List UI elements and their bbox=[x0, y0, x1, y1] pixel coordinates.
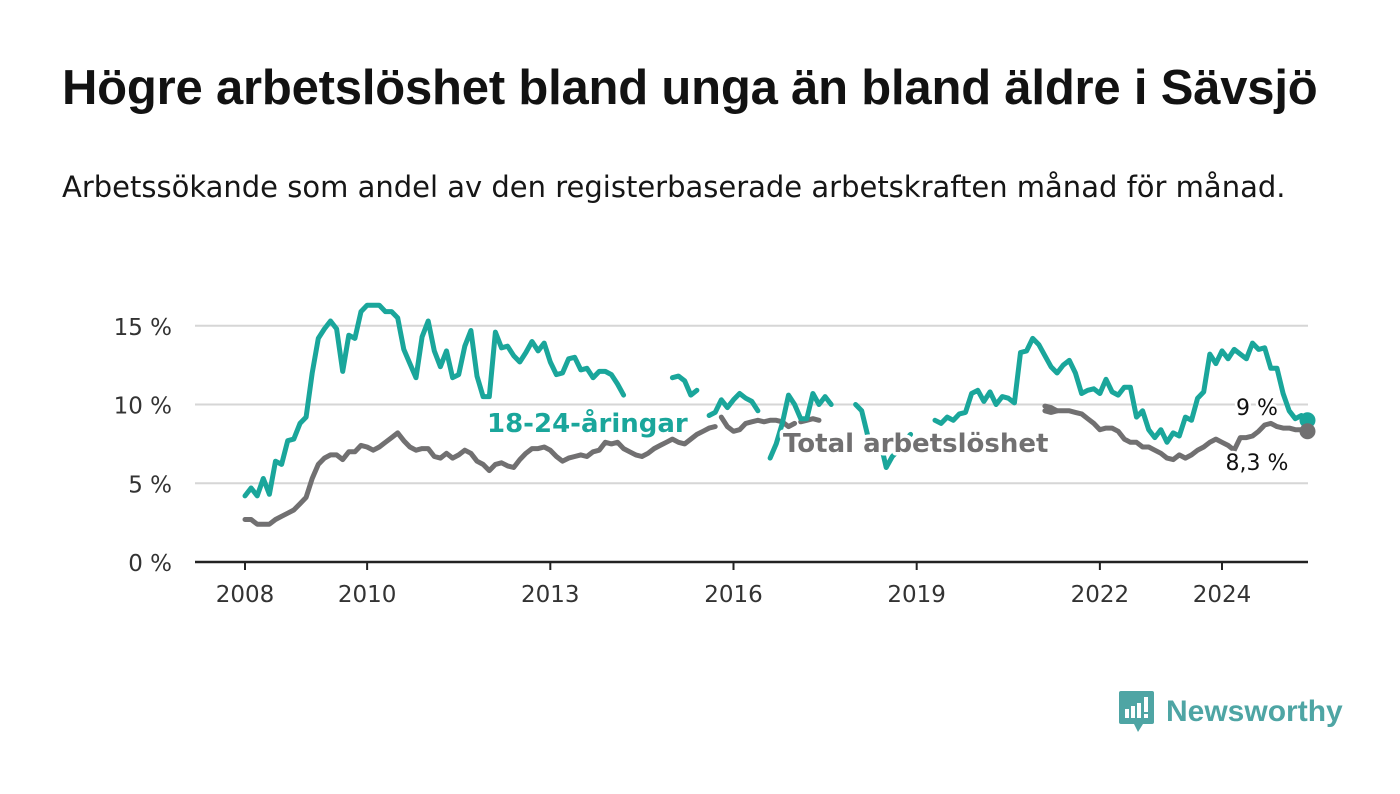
endpoint-total bbox=[1299, 423, 1316, 440]
y-tick-label: 5 % bbox=[128, 472, 172, 498]
brand-name: Newsworthy bbox=[1166, 695, 1343, 728]
end-label-18-24: 9 % bbox=[1236, 396, 1278, 421]
y-tick-label: 15 % bbox=[114, 315, 172, 341]
end-label-total: 8,3 % bbox=[1226, 451, 1289, 476]
x-tick-label: 2013 bbox=[521, 582, 580, 608]
x-tick-label: 2019 bbox=[887, 582, 946, 608]
series-line-18-24 bbox=[706, 391, 761, 418]
series-label-total: Total arbetslöshet bbox=[783, 429, 1048, 459]
series-line-18-24 bbox=[767, 391, 834, 461]
x-tick-label: 2010 bbox=[338, 582, 397, 608]
series-line-total bbox=[1042, 403, 1310, 463]
series-line-total bbox=[242, 424, 718, 527]
x-tick-label: 2022 bbox=[1071, 582, 1130, 608]
endpoint-18-24 bbox=[1299, 412, 1316, 429]
x-tick-label: 2008 bbox=[216, 582, 275, 608]
x-tick-label: 2016 bbox=[704, 582, 763, 608]
y-tick-label: 0 % bbox=[128, 551, 172, 577]
series-line-18-24 bbox=[853, 402, 914, 470]
series-line-18-24 bbox=[242, 302, 627, 499]
chart-subtitle: Arbetssökande som andel av den registerb… bbox=[62, 170, 1286, 204]
bar-chart-speech-bubble-icon bbox=[1119, 691, 1154, 732]
newsworthy-logo[interactable]: Newsworthy bbox=[1119, 691, 1343, 733]
y-tick-label: 10 % bbox=[114, 394, 172, 420]
series-line-18-24 bbox=[932, 335, 1310, 445]
chart-title: Högre arbetslöshet bland unga än bland ä… bbox=[62, 61, 1318, 115]
series-line-18-24 bbox=[669, 373, 700, 398]
x-tick-label: 2024 bbox=[1193, 582, 1252, 608]
series-label-18-24: 18-24-åringar bbox=[487, 407, 688, 439]
